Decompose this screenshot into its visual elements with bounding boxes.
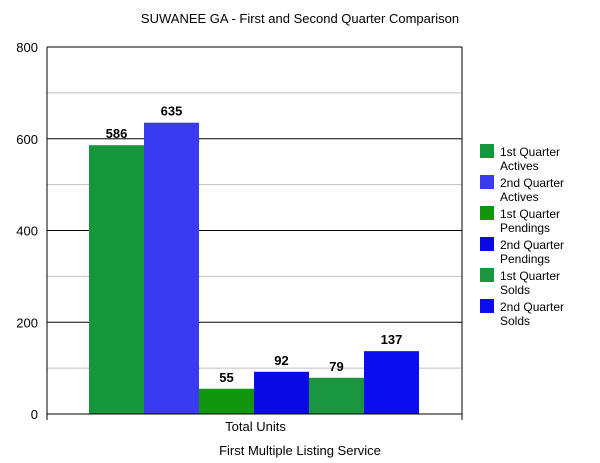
bar [89,145,144,415]
legend-label: 1st Quarter Solds [500,269,560,297]
legend-label: 1st Quarter Actives [500,145,560,173]
bar-value-label: 137 [381,332,403,347]
axes [46,47,463,420]
bar-value-labels: 586 635 55 92 79 137 [106,104,403,385]
legend-swatch [480,268,494,282]
y-tick-label: 600 [16,132,38,147]
bars [89,122,419,415]
bar-value-label: 79 [329,359,343,374]
bar-value-label: 92 [274,353,288,368]
legend-label: 2nd Quarter Solds [500,300,564,328]
legend: 1st Quarter Actives 2nd Quarter Actives 1st … [480,144,564,328]
bar-value-label: 586 [106,126,128,141]
bar-value-label: 635 [161,104,183,119]
legend-swatch [480,299,494,313]
y-tick-labels: 0 200 400 600 800 [16,40,38,422]
legend-label: 2nd Quarter Pendings [500,238,564,266]
legend-swatch [480,237,494,251]
legend-swatch [480,175,494,189]
bar [309,377,364,414]
legend-swatch [480,144,494,158]
y-tick-label: 400 [16,224,38,239]
bar [199,388,254,414]
legend-swatch [480,206,494,220]
x-category-label: Total Units [225,419,286,434]
bar [144,122,199,414]
legend-label: 2nd Quarter Actives [500,176,564,204]
bar-value-label: 55 [219,370,233,385]
x-category-labels: Total Units [225,419,286,434]
y-tick-label: 0 [31,407,38,422]
chart-title: SUWANEE GA - First and Second Quarter Co… [141,11,459,26]
y-tick-label: 200 [16,315,38,330]
bar [254,371,309,414]
x-axis-label: First Multiple Listing Service [219,443,381,458]
legend-label: 1st Quarter Pendings [500,207,560,235]
y-tick-label: 800 [16,40,38,55]
bar [364,351,419,414]
